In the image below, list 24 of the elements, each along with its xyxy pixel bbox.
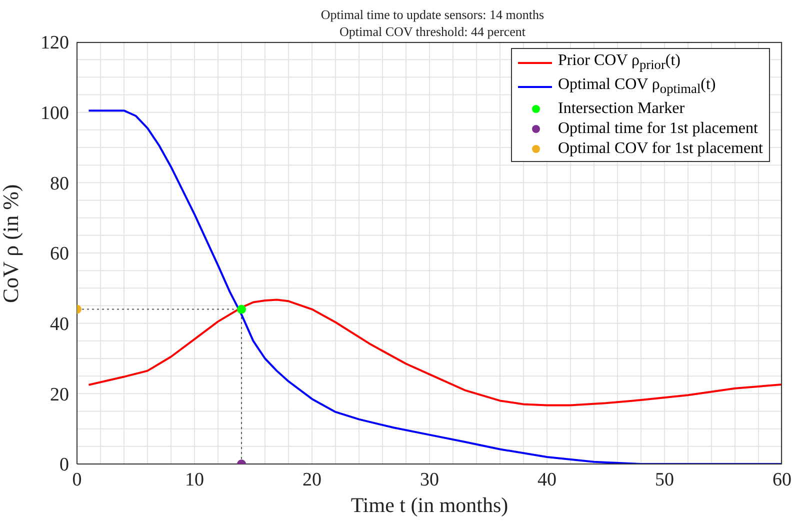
legend-label: Optimal COV ρ$_{optimal}$(t)	[558, 75, 716, 98]
y-tick-label: 40	[50, 314, 69, 336]
y-axis-title: CoV ρ (in %)	[0, 184, 23, 303]
x-tick-label: 0	[72, 469, 82, 490]
legend-label: Optimal time for 1st placement	[558, 119, 758, 140]
legend-label: Prior COV ρ$_{prior}$(t)	[558, 51, 681, 74]
chart-title: Optimal time to update sensors: 14 months	[320, 6, 546, 23]
y-tick-label: 80	[50, 173, 69, 194]
x-tick-label: 10	[185, 469, 204, 490]
x-tick-label: 60	[772, 469, 792, 490]
x-tick-label: 50	[655, 469, 674, 490]
y-tick-label: 100	[40, 103, 69, 124]
legend-label: Intersection Marker	[558, 99, 685, 120]
y-tick-label: 0	[60, 454, 69, 476]
y-tick-label: 120	[40, 32, 69, 54]
x-tick-label: 30	[420, 469, 439, 490]
legend-label: Optimal COV for 1st placement	[558, 139, 763, 160]
y-tick-label: 60	[50, 244, 69, 265]
chart-subtitle: Optimal COV threshold: 44 percent	[338, 23, 527, 40]
x-axis-title: Time t (in months)	[350, 493, 508, 517]
x-tick-label: 40	[538, 469, 556, 490]
x-tick-label: 20	[302, 469, 322, 490]
line-series	[88, 298, 782, 406]
y-tick-label: 20	[50, 384, 69, 406]
